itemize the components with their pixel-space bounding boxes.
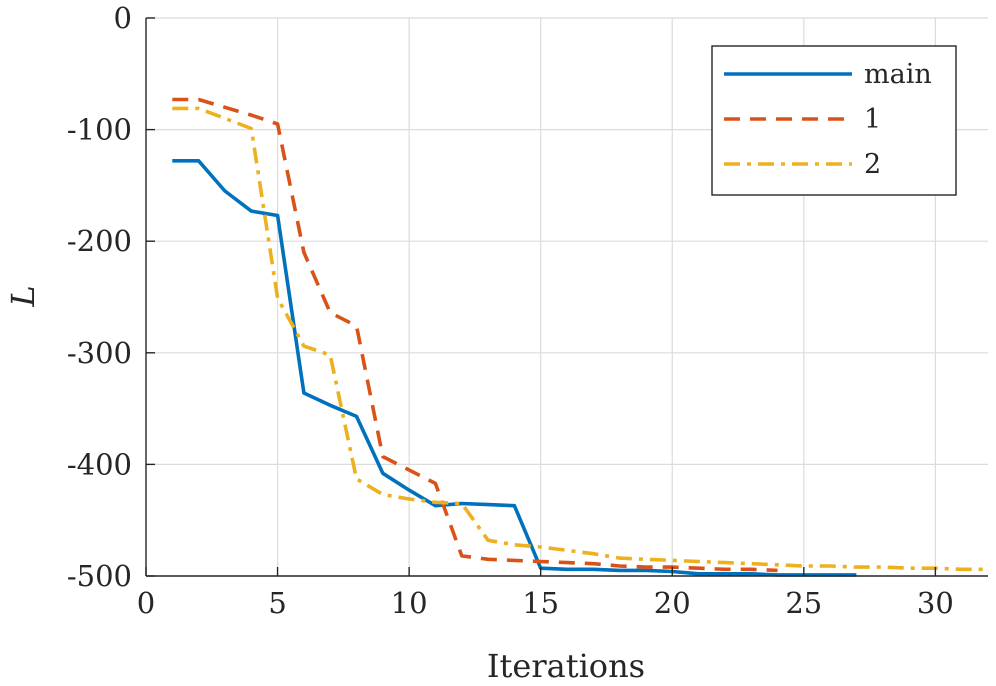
y-tick-label: -500 (67, 559, 132, 593)
x-tick-label: 25 (785, 586, 822, 620)
legend-label-2: 2 (864, 149, 881, 180)
x-axis-label: Iterations (487, 647, 645, 685)
x-tick-label: 5 (268, 586, 286, 620)
y-tick-label: -200 (67, 224, 132, 258)
y-tick-label: -400 (67, 447, 132, 481)
legend: main 1 2 (711, 45, 957, 196)
series-line-1 (172, 97, 778, 573)
x-tick-label: 15 (522, 586, 559, 620)
x-tick-label: 10 (391, 586, 428, 620)
series-line-2 (172, 106, 988, 572)
y-tick-label: -100 (67, 113, 132, 147)
series-lines (172, 97, 988, 577)
axes (145, 17, 988, 577)
y-tick-label: -300 (67, 336, 132, 370)
x-tick-label: 0 (137, 586, 155, 620)
y-axis-label: L (4, 285, 42, 307)
x-tick-label: 30 (917, 586, 954, 620)
legend-label-main: main (864, 59, 932, 90)
series-line-main (172, 159, 857, 577)
legend-label-1: 1 (864, 104, 881, 135)
x-tick-label: 20 (654, 586, 691, 620)
tick-labels: 0 5 10 15 20 25 30 0 -100 -200 -300 -400 -500 (67, 1, 954, 620)
y-tick-label: 0 (114, 1, 132, 35)
